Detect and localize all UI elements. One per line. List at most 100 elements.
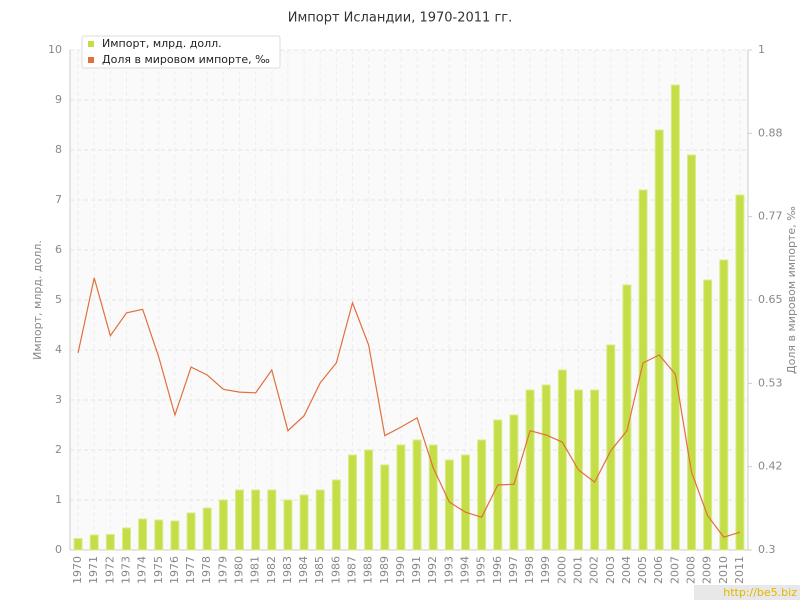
y-tick-label: 3 [55, 393, 62, 406]
legend: Импорт, млрд. долл. Доля в мировом импорт… [81, 35, 281, 69]
x-tick-label: 1978 [200, 556, 213, 584]
y2-axis-label: Доля в мировом импорте, ‰ [785, 206, 798, 374]
x-tick-label: 1971 [87, 556, 100, 584]
y-tick-label: 6 [55, 243, 62, 256]
bar [477, 439, 487, 551]
watermark-bg [694, 585, 800, 600]
x-tick-label: 2003 [604, 556, 617, 584]
bar [348, 454, 357, 551]
x-tick-label: 1979 [216, 556, 229, 584]
x-tick-label: 1984 [297, 556, 310, 584]
bar [670, 84, 680, 551]
y2-tick-label: 0.65 [758, 293, 783, 306]
legend-label: Доля в мировом импорте, ‰ [102, 53, 270, 66]
x-tick-label: 1999 [539, 556, 552, 584]
bar [331, 479, 341, 551]
legend-swatch [88, 41, 94, 47]
bar [235, 489, 244, 551]
y-tick-label: 10 [48, 43, 62, 56]
x-tick-label: 1974 [136, 556, 149, 584]
bar [218, 499, 228, 551]
bar [364, 449, 374, 551]
bar [299, 494, 309, 551]
x-tick-label: 1985 [313, 556, 326, 584]
x-tick-label: 1991 [410, 556, 423, 584]
bar [654, 129, 664, 551]
y2-tick-label: 1 [758, 43, 765, 56]
y-tick-label: 2 [55, 443, 62, 456]
y-tick-label: 4 [55, 343, 62, 356]
x-tick-label: 1987 [346, 556, 359, 584]
x-tick-label: 2007 [668, 556, 681, 584]
x-tick-label: 1988 [362, 556, 375, 584]
y-tick-label: 7 [55, 193, 62, 206]
bar [138, 518, 148, 551]
bar [251, 489, 261, 551]
x-tick-label: 1996 [491, 556, 504, 584]
y2-tick-label: 0.42 [758, 460, 783, 473]
bar [525, 389, 535, 551]
legend-box [81, 35, 281, 69]
x-tick-label: 1973 [120, 556, 133, 584]
bar [73, 538, 83, 551]
x-tick-label: 1998 [523, 556, 536, 584]
bar [428, 444, 438, 551]
y-axis-label: Импорт, млрд. долл. [31, 240, 44, 360]
x-tick-label: 1993 [442, 556, 455, 584]
bar [557, 369, 567, 551]
bar [461, 454, 470, 551]
bar [154, 519, 164, 551]
bar [186, 512, 196, 551]
x-tick-label: 1970 [71, 556, 84, 584]
bar [105, 534, 115, 551]
bar [735, 194, 745, 551]
bar [170, 520, 180, 551]
y2-tick-label: 0.3 [758, 543, 776, 556]
x-tick-label: 1983 [281, 556, 294, 584]
bar [380, 464, 390, 551]
y-tick-label: 9 [55, 93, 62, 106]
x-tick-label: 2011 [733, 556, 746, 584]
bar [267, 489, 277, 551]
bar [202, 507, 212, 551]
bar [412, 439, 422, 551]
bar [283, 499, 293, 551]
bar [541, 384, 551, 551]
x-tick-label: 2005 [636, 556, 649, 584]
x-tick-label: 2004 [620, 556, 633, 584]
bar [396, 444, 406, 551]
x-tick-label: 1997 [507, 556, 520, 584]
bar [638, 189, 648, 551]
bar [606, 344, 616, 551]
y2-tick-label: 0.88 [758, 126, 783, 139]
x-tick-label: 1994 [459, 556, 472, 584]
x-tick-label: 2001 [572, 556, 585, 584]
bar [315, 489, 325, 551]
x-tick-label: 2000 [555, 556, 568, 584]
x-tick-label: 1986 [329, 556, 342, 584]
y-tick-label: 5 [55, 293, 62, 306]
y-tick-label: 8 [55, 143, 62, 156]
bar [122, 527, 131, 551]
x-tick-label: 1982 [265, 556, 278, 584]
line [77, 277, 741, 538]
chart-title: Импорт Исландии, 1970-2011 гг. [288, 11, 513, 26]
x-tick-label: 2002 [588, 556, 601, 584]
bar [687, 154, 696, 551]
x-tick-label: 2009 [701, 556, 714, 584]
x-tick-label: 1972 [103, 556, 116, 584]
x-tick-label: 2008 [685, 556, 698, 584]
legend-swatch [88, 57, 94, 63]
y2-tick-label: 0.53 [758, 376, 783, 389]
x-tick-label: 1976 [168, 556, 181, 584]
x-tick-label: 1981 [249, 556, 262, 584]
bar [703, 279, 713, 551]
bar [719, 259, 729, 551]
bar [444, 459, 454, 551]
bar [622, 284, 632, 551]
x-tick-label: 2010 [717, 556, 730, 584]
x-tick-label: 1980 [233, 556, 246, 584]
x-tick-label: 2006 [652, 556, 665, 584]
x-tick-label: 1995 [475, 556, 488, 584]
